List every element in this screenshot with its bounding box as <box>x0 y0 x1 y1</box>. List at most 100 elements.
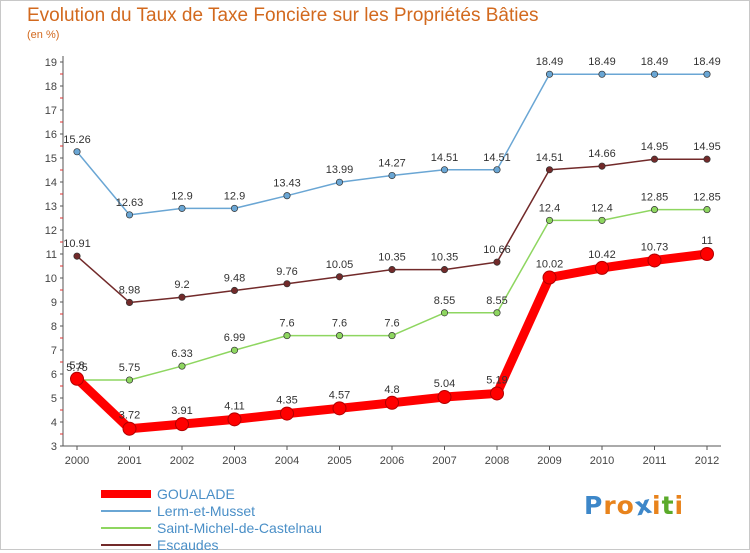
data-point <box>388 171 396 180</box>
legend-item: GOUALADE <box>101 485 322 502</box>
data-label: 4.11 <box>224 400 245 412</box>
data-labels: 10.91 8.98 9.2 9.48 9.76 10.05 10.35 10.35 10.66… <box>63 56 721 421</box>
x-tick-label: 2005 <box>327 455 351 467</box>
chart-subtitle: (en %) <box>27 29 60 41</box>
legend-item: Saint-Michel-de-Castelnau <box>101 519 322 536</box>
data-label: 9.2 <box>174 279 189 291</box>
x-tick-label: 2008 <box>485 455 509 467</box>
data-point <box>283 280 291 288</box>
data-label: 3.91 <box>171 405 192 417</box>
y-tick-label: 18 <box>45 81 57 93</box>
legend-item: Escaudes <box>101 536 322 553</box>
data-label: 8.98 <box>119 284 140 296</box>
data-label: 10.66 <box>483 244 511 256</box>
data-point <box>335 273 344 281</box>
data-point <box>493 166 501 174</box>
logo-letter: o <box>616 491 635 520</box>
data-label: 12.85 <box>693 192 721 204</box>
data-point <box>70 371 84 386</box>
data-point <box>545 70 554 78</box>
x-tick-label: 2000 <box>65 455 89 467</box>
data-label: 4.8 <box>384 384 399 396</box>
y-tick-label: 9 <box>51 297 57 309</box>
data-label: 13.99 <box>326 164 354 176</box>
legend-label: GOUALADE <box>157 485 235 502</box>
data-label: 8.55 <box>486 295 507 307</box>
data-point <box>178 362 186 370</box>
legend-item: Lerm-et-Musset <box>101 502 322 519</box>
y-tick-label: 5 <box>51 393 57 405</box>
data-point <box>332 401 347 416</box>
data-point <box>440 309 449 317</box>
x-tick-label: 2011 <box>643 455 667 467</box>
y-tick-label: 11 <box>46 249 57 261</box>
y-tick-label: 7 <box>51 345 57 357</box>
data-point <box>73 252 81 260</box>
data-label: 18.49 <box>641 56 669 68</box>
data-label: 12.4 <box>539 202 560 214</box>
data-point <box>388 266 396 274</box>
data-point <box>125 298 134 307</box>
data-point <box>598 216 606 224</box>
logo-letter: i <box>674 491 685 520</box>
chart-legend: GOUALADE Lerm-et-Musset Saint-Michel-de-Ca… <box>101 485 322 553</box>
x-tick-label: 2002 <box>170 455 194 467</box>
data-label: 10.35 <box>431 252 459 264</box>
data-label: 18.49 <box>536 56 564 68</box>
data-point <box>280 406 294 421</box>
data-label: 4.57 <box>329 389 350 401</box>
y-tick-label: 13 <box>45 201 57 213</box>
data-point <box>283 192 291 200</box>
y-tick-label: 10 <box>45 273 57 285</box>
x-tick-label: 2012 <box>695 455 719 467</box>
data-label: 18.49 <box>693 56 721 68</box>
data-label: 7.6 <box>279 318 294 330</box>
data-label: 12.63 <box>116 197 144 209</box>
data-point <box>650 155 659 163</box>
chart-title: Evolution du Taux de Taxe Foncière sur l… <box>27 5 539 26</box>
data-point <box>490 386 504 401</box>
data-label: 18.49 <box>588 56 616 68</box>
y-tick-label: 8 <box>51 321 57 333</box>
data-label: 9.48 <box>224 272 245 284</box>
series-line <box>76 158 708 304</box>
data-label: 12.9 <box>224 190 245 202</box>
x-tick-label: 2001 <box>117 455 141 467</box>
data-label: 5.75 <box>119 362 140 374</box>
x-tick-label: 2004 <box>275 455 299 467</box>
data-label: 5.75 <box>66 362 87 374</box>
data-point <box>230 204 239 212</box>
data-point <box>437 390 452 405</box>
data-point <box>598 162 606 170</box>
logo-letter: P <box>584 491 604 520</box>
data-label: 9.76 <box>276 266 297 278</box>
y-tick-label: 16 <box>45 129 57 141</box>
y-tick-label: 19 <box>45 57 57 69</box>
y-tick-label: 17 <box>45 105 57 117</box>
y-tick-label: 3 <box>51 441 57 453</box>
x-tick-label: 2007 <box>432 455 456 467</box>
series-layer <box>70 70 714 436</box>
logo-letter: r <box>603 491 617 520</box>
data-point <box>542 270 557 285</box>
data-point <box>230 286 239 295</box>
data-point <box>440 166 449 174</box>
data-point <box>230 346 239 354</box>
data-label: 10.91 <box>63 238 91 250</box>
data-point <box>175 417 189 432</box>
data-label: 14.51 <box>483 152 511 164</box>
legend-label: Lerm-et-Musset <box>157 502 256 519</box>
data-label: 15.26 <box>63 134 91 146</box>
y-tick-label: 6 <box>51 369 57 381</box>
data-point <box>598 70 606 78</box>
data-label: 11 <box>701 235 712 247</box>
data-label: 14.27 <box>378 158 406 170</box>
data-point <box>700 247 714 261</box>
data-label: 12.85 <box>641 192 669 204</box>
data-label: 14.66 <box>588 148 616 160</box>
x-tick-label: 2006 <box>380 455 404 467</box>
data-point <box>703 206 711 214</box>
data-label: 6.99 <box>224 332 245 344</box>
data-label: 10.73 <box>641 241 669 253</box>
